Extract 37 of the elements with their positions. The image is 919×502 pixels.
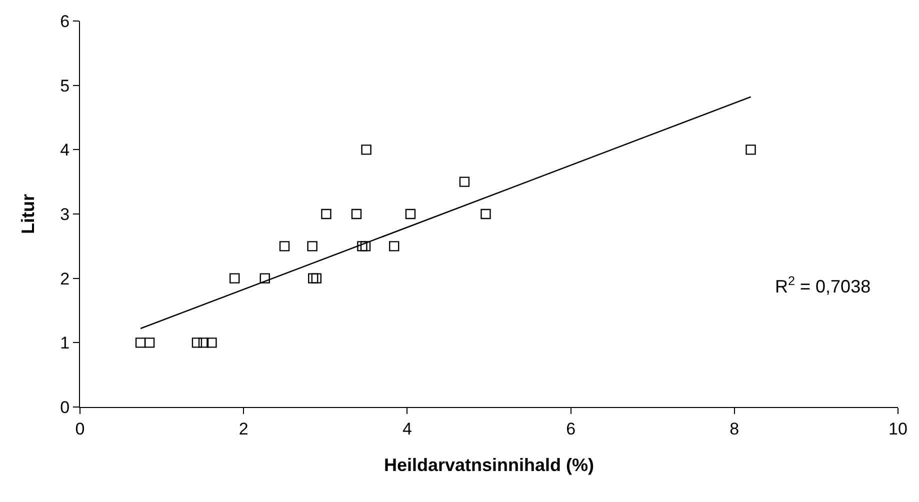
point bbox=[405, 208, 416, 220]
point bbox=[311, 273, 322, 284]
x-tick-label: 8 bbox=[730, 419, 740, 438]
x-tick-label: 4 bbox=[402, 419, 412, 438]
y-tick-label: 6 bbox=[60, 12, 70, 31]
annotation: R$^{2}$ = 0,7038 bbox=[775, 274, 871, 297]
point bbox=[360, 241, 371, 252]
x-tick-label: 10 bbox=[888, 419, 908, 438]
y-tick-label: 1 bbox=[60, 334, 70, 353]
y-tick-label: 3 bbox=[60, 204, 70, 224]
point bbox=[321, 208, 332, 220]
point bbox=[260, 273, 270, 284]
point bbox=[351, 208, 362, 220]
y-tick-label: 2 bbox=[60, 269, 70, 288]
point bbox=[144, 338, 155, 348]
point bbox=[746, 144, 756, 155]
x-tick-label: 2 bbox=[238, 419, 248, 438]
point bbox=[192, 338, 202, 348]
point bbox=[230, 273, 240, 284]
y-axis-title: Litur bbox=[18, 194, 38, 234]
point bbox=[389, 241, 400, 252]
y-tick-label: 0 bbox=[60, 398, 70, 417]
y-tick-label: 5 bbox=[60, 76, 70, 96]
point bbox=[198, 338, 209, 348]
point bbox=[206, 338, 217, 348]
point bbox=[307, 241, 318, 252]
x-axis-title: Heildarvatnsinnihald (%) bbox=[384, 455, 594, 475]
point bbox=[279, 241, 290, 252]
point bbox=[357, 241, 368, 252]
x-tick-label: 6 bbox=[566, 419, 576, 438]
point bbox=[135, 338, 146, 348]
y-tick-label: 4 bbox=[60, 140, 70, 160]
x-tick-label: 0 bbox=[75, 419, 85, 438]
point bbox=[459, 176, 470, 187]
point bbox=[308, 273, 318, 284]
point bbox=[361, 144, 372, 155]
point bbox=[480, 208, 491, 220]
